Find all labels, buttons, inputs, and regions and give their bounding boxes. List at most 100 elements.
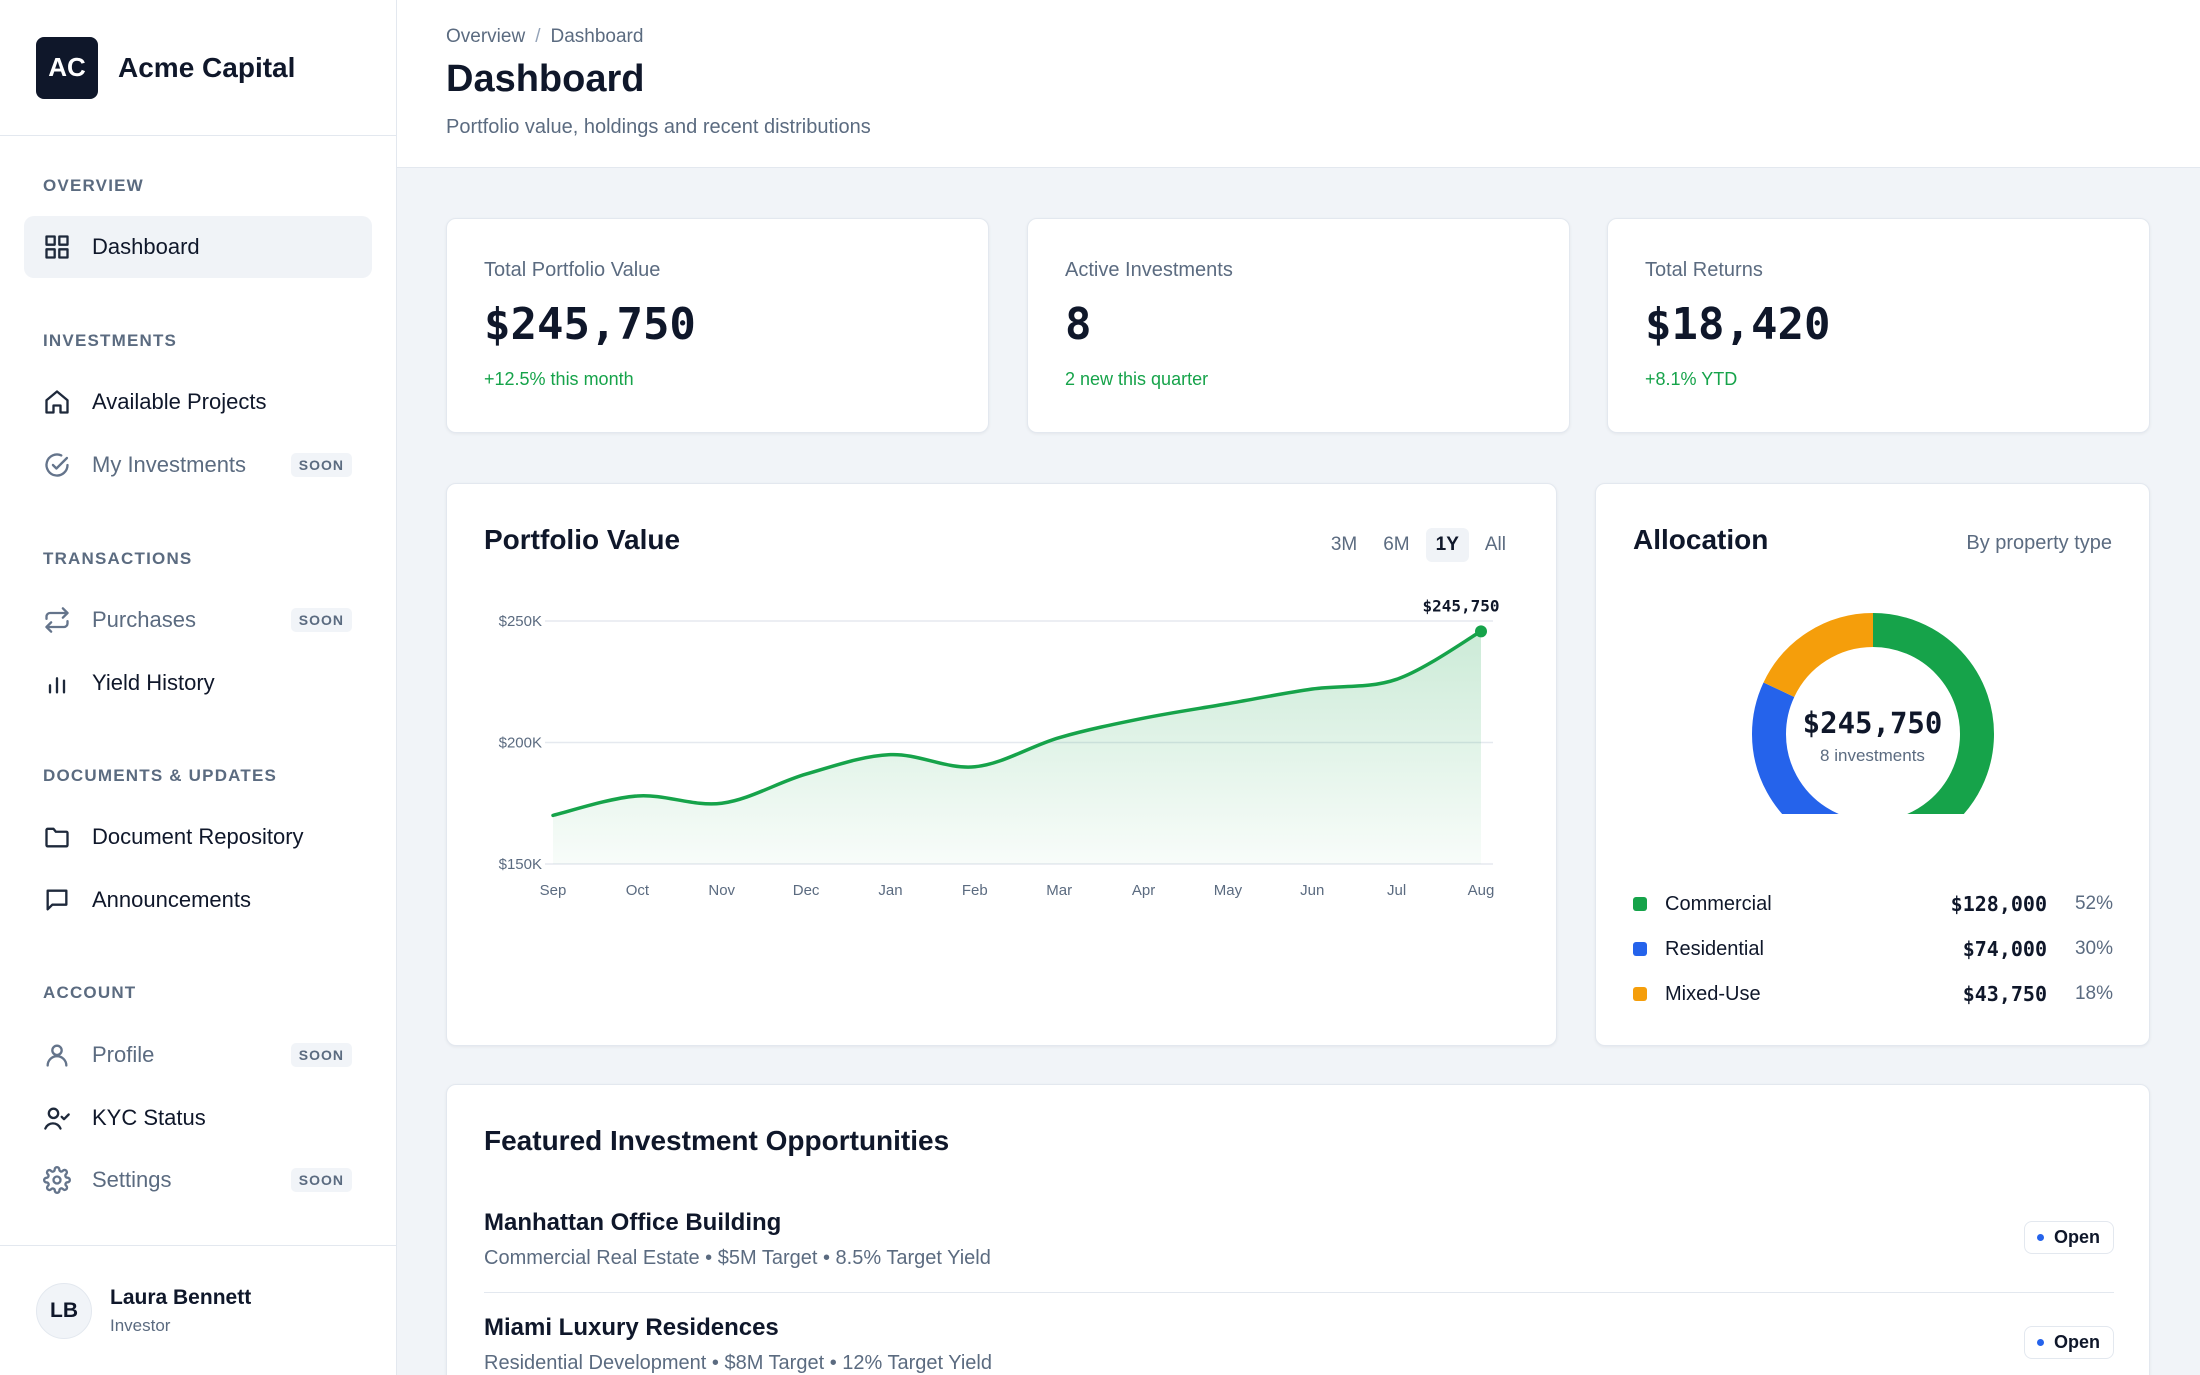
divider bbox=[484, 1292, 2114, 1293]
x-tick-label: Nov bbox=[708, 882, 735, 899]
y-tick-label: $250K bbox=[499, 613, 542, 630]
soon-badge: SOON bbox=[290, 1043, 352, 1067]
gear-icon bbox=[42, 1165, 72, 1195]
stat-value: 8 bbox=[1065, 299, 1092, 350]
status-badge: Open bbox=[2023, 1221, 2114, 1254]
home-icon bbox=[42, 387, 72, 417]
legend-percent: 30% bbox=[2074, 938, 2113, 959]
legend-swatch bbox=[1633, 897, 1647, 911]
legend-name: Commercial bbox=[1665, 892, 1772, 915]
user-icon bbox=[42, 1040, 72, 1070]
sidebar-item-label: Purchases bbox=[92, 607, 196, 632]
sidebar-item-label: Profile bbox=[92, 1042, 155, 1067]
range-tabs: 3M 6M 1Y All bbox=[1321, 528, 1516, 562]
sidebar-item-label: Available Projects bbox=[92, 389, 267, 414]
sidebar-item-dashboard[interactable]: Dashboard bbox=[24, 216, 372, 278]
stat-value: $245,750 bbox=[484, 299, 696, 350]
stat-label: Active Investments bbox=[1065, 259, 1233, 281]
stat-card-total-returns: Total Returns $18,420 +8.1% YTD bbox=[1607, 218, 2150, 433]
sidebar-item-settings[interactable]: Settings SOON bbox=[24, 1149, 372, 1211]
legend-swatch bbox=[1633, 942, 1647, 956]
stat-card-portfolio-value: Total Portfolio Value $245,750 +12.5% th… bbox=[446, 218, 989, 433]
x-tick-label: Jul bbox=[1387, 882, 1406, 899]
sidebar-item-label: Yield History bbox=[92, 670, 215, 695]
sidebar-item-yield-history[interactable]: Yield History bbox=[24, 652, 372, 714]
brand-logo: AC bbox=[36, 36, 98, 99]
x-tick-label: Feb bbox=[962, 882, 988, 899]
x-tick-label: Apr bbox=[1132, 882, 1155, 899]
x-tick-label: Sep bbox=[540, 882, 567, 899]
brand-name: Acme Capital bbox=[118, 51, 296, 83]
sidebar-item-label: KYC Status bbox=[92, 1105, 206, 1130]
sidebar-item-label: Settings bbox=[92, 1167, 172, 1192]
sidebar-item-announcements[interactable]: Announcements bbox=[24, 869, 372, 931]
repeat-icon bbox=[42, 605, 72, 635]
allocation-card: Allocation By property type $245,750 8 i… bbox=[1595, 483, 2150, 1046]
soon-badge: SOON bbox=[290, 1168, 352, 1192]
donut-slice-residential bbox=[1752, 682, 1840, 814]
x-tick-label: Jun bbox=[1300, 882, 1324, 899]
breadcrumb: Overview / Dashboard bbox=[446, 26, 643, 48]
status-label: Open bbox=[2053, 1227, 2100, 1247]
x-tick-label: Aug bbox=[1468, 882, 1495, 899]
stat-label: Total Returns bbox=[1645, 259, 1763, 281]
breadcrumb-overview[interactable]: Overview bbox=[446, 26, 526, 47]
stat-delta: 2 new this quarter bbox=[1065, 369, 1209, 389]
opportunity-name[interactable]: Manhattan Office Building bbox=[484, 1209, 782, 1236]
avatar: LB bbox=[36, 1282, 92, 1339]
user-profile[interactable]: LB Laura Bennett Investor bbox=[0, 1245, 397, 1375]
opportunity-row[interactable]: Manhattan Office Building Commercial Rea… bbox=[484, 1209, 2114, 1270]
legend-value: $74,000 bbox=[1962, 937, 2047, 961]
sidebar-item-profile[interactable]: Profile SOON bbox=[24, 1024, 372, 1086]
legend-value: $43,750 bbox=[1962, 982, 2047, 1006]
range-tab-6m[interactable]: 6M bbox=[1383, 534, 1410, 555]
donut-slice-mixed-use bbox=[1763, 613, 1874, 698]
page-title: Dashboard bbox=[446, 58, 645, 100]
user-role: Investor bbox=[110, 1315, 171, 1335]
sidebar-item-available-projects[interactable]: Available Projects bbox=[24, 371, 372, 433]
sidebar-item-kyc-status[interactable]: KYC Status bbox=[24, 1087, 372, 1149]
status-badge: Open bbox=[2023, 1326, 2114, 1359]
breadcrumb-separator: / bbox=[535, 26, 541, 47]
nav-heading-transactions: TRANSACTIONS bbox=[43, 549, 193, 568]
legend-name: Residential bbox=[1665, 937, 1764, 960]
range-tab-all[interactable]: All bbox=[1484, 534, 1506, 555]
x-tick-label: Dec bbox=[793, 882, 820, 899]
range-tab-3m[interactable]: 3M bbox=[1330, 534, 1358, 555]
legend-value: $128,000 bbox=[1950, 892, 2047, 916]
sidebar-item-my-investments[interactable]: My Investments SOON bbox=[24, 434, 372, 496]
user-check-icon bbox=[42, 1103, 72, 1133]
legend-row-residential: Residential $74,000 30% bbox=[1633, 934, 2113, 964]
donut-slice-commercial bbox=[1872, 613, 1994, 814]
opportunities-title: Featured Investment Opportunities bbox=[484, 1125, 950, 1156]
status-dot bbox=[2036, 1339, 2044, 1346]
brand: AC Acme Capital bbox=[0, 0, 396, 136]
status-label: Open bbox=[2053, 1332, 2100, 1352]
opportunity-meta: Commercial Real Estate • $5M Target • 8.… bbox=[484, 1247, 991, 1269]
sidebar-item-label: Dashboard bbox=[92, 234, 200, 259]
message-square-icon bbox=[42, 885, 72, 915]
check-circle-icon bbox=[42, 450, 72, 480]
nav-heading-account: ACCOUNT bbox=[43, 983, 137, 1002]
folder-icon bbox=[42, 822, 72, 852]
x-tick-label: Oct bbox=[626, 882, 650, 899]
sidebar-item-label: Document Repository bbox=[92, 824, 304, 849]
bar-chart-icon bbox=[42, 668, 72, 698]
x-tick-label: May bbox=[1214, 882, 1243, 899]
range-tab-1y[interactable]: 1Y bbox=[1425, 528, 1469, 562]
legend-swatch bbox=[1633, 987, 1647, 1001]
opportunity-row[interactable]: Miami Luxury Residences Residential Deve… bbox=[484, 1314, 2114, 1375]
stat-label: Total Portfolio Value bbox=[484, 259, 661, 281]
stat-delta: +8.1% YTD bbox=[1645, 369, 1738, 389]
allocation-subtitle: By property type bbox=[1966, 532, 2112, 554]
page-header: Overview / Dashboard Dashboard Portfolio v… bbox=[397, 0, 2200, 168]
sidebar-item-label: Announcements bbox=[92, 887, 251, 912]
sidebar-item-document-repository[interactable]: Document Repository bbox=[24, 806, 372, 868]
sidebar-item-purchases[interactable]: Purchases SOON bbox=[24, 589, 372, 651]
x-tick-label: Mar bbox=[1046, 882, 1072, 899]
grid-icon bbox=[42, 232, 72, 262]
portfolio-chart: $250K $200K $150K Sep Oct Nov Dec Jan Feb Mar Apr M… bbox=[499, 596, 1500, 899]
opportunity-name[interactable]: Miami Luxury Residences bbox=[484, 1314, 779, 1341]
series-line bbox=[551, 629, 1483, 818]
soon-badge: SOON bbox=[290, 608, 352, 632]
